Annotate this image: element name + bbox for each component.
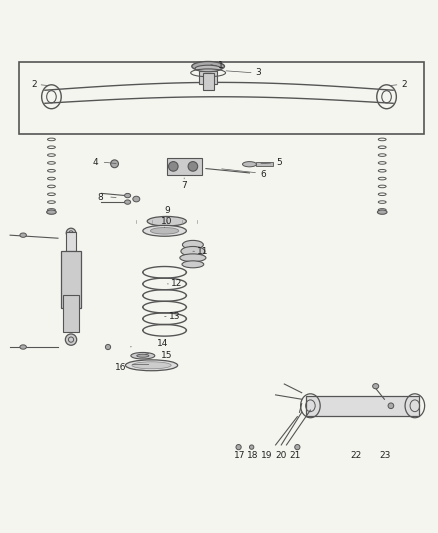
Text: 15: 15 — [161, 351, 173, 360]
Text: 13: 13 — [169, 312, 180, 321]
Ellipse shape — [143, 225, 186, 236]
Text: 17: 17 — [234, 451, 246, 461]
Ellipse shape — [124, 193, 131, 198]
Ellipse shape — [195, 65, 221, 72]
Text: 4: 4 — [92, 158, 98, 166]
Bar — [167, 158, 201, 175]
Bar — [66, 232, 76, 251]
Ellipse shape — [180, 254, 206, 262]
Ellipse shape — [181, 246, 205, 256]
Ellipse shape — [183, 240, 203, 249]
Text: 22: 22 — [350, 451, 362, 461]
Text: 8: 8 — [98, 193, 103, 202]
Ellipse shape — [133, 196, 140, 202]
Text: 1: 1 — [218, 61, 224, 70]
Ellipse shape — [125, 360, 178, 371]
Ellipse shape — [243, 161, 256, 167]
Ellipse shape — [131, 352, 155, 359]
Ellipse shape — [111, 160, 118, 168]
Text: 3: 3 — [255, 68, 261, 77]
Ellipse shape — [66, 228, 76, 238]
Bar — [61, 251, 81, 308]
Text: 7: 7 — [181, 181, 187, 190]
Ellipse shape — [65, 334, 77, 345]
Ellipse shape — [124, 200, 131, 204]
Text: 11: 11 — [197, 247, 208, 256]
Text: 19: 19 — [261, 451, 272, 461]
Ellipse shape — [47, 210, 56, 214]
Bar — [19, 62, 424, 134]
Text: 6: 6 — [261, 169, 266, 179]
Ellipse shape — [373, 384, 379, 389]
Bar — [63, 295, 79, 332]
Ellipse shape — [188, 161, 198, 171]
Ellipse shape — [106, 344, 111, 350]
Text: 21: 21 — [290, 451, 301, 461]
Text: 2: 2 — [401, 80, 407, 89]
Ellipse shape — [236, 445, 241, 450]
Ellipse shape — [182, 261, 204, 268]
Text: 5: 5 — [276, 158, 282, 167]
Ellipse shape — [150, 228, 179, 234]
Bar — [199, 71, 217, 84]
Text: 10: 10 — [161, 217, 173, 226]
Text: 23: 23 — [380, 451, 391, 461]
Text: 12: 12 — [171, 279, 182, 288]
Ellipse shape — [250, 445, 254, 449]
Ellipse shape — [137, 354, 149, 357]
Ellipse shape — [147, 216, 186, 226]
Bar — [203, 73, 214, 90]
Ellipse shape — [20, 233, 26, 237]
Bar — [256, 163, 273, 166]
Text: 16: 16 — [115, 363, 127, 372]
Ellipse shape — [378, 210, 387, 214]
Text: 2: 2 — [31, 80, 37, 89]
Ellipse shape — [295, 445, 300, 450]
Text: 20: 20 — [275, 451, 286, 461]
Ellipse shape — [192, 61, 224, 71]
Text: 18: 18 — [247, 451, 259, 461]
Text: 14: 14 — [157, 340, 168, 349]
Ellipse shape — [132, 362, 171, 369]
Bar — [306, 396, 419, 416]
Text: 9: 9 — [164, 206, 170, 215]
Ellipse shape — [20, 345, 26, 349]
Ellipse shape — [388, 403, 394, 409]
Ellipse shape — [169, 161, 178, 171]
